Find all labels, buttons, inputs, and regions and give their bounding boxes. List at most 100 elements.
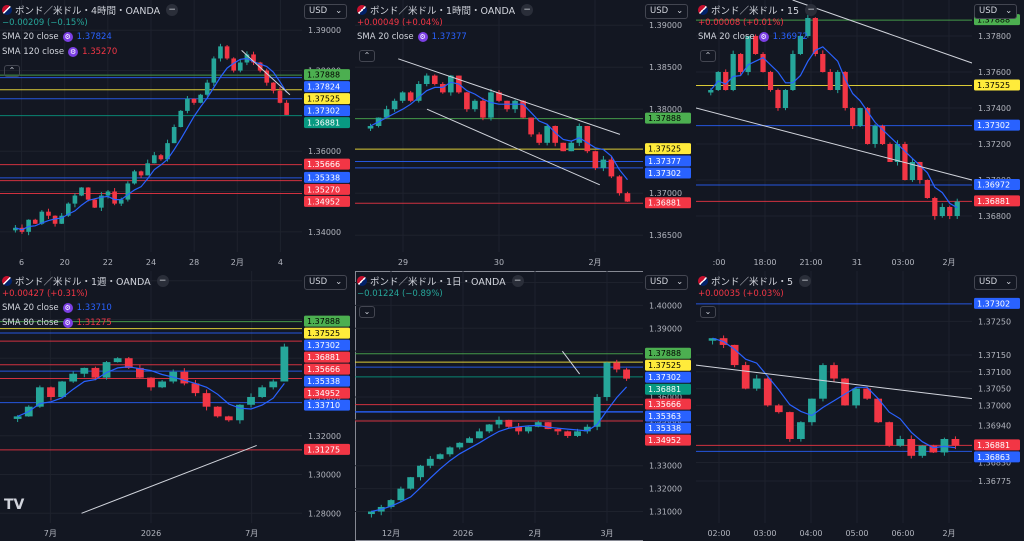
chart-title: ポンド／米ドル・5− — [698, 274, 812, 288]
candle-body — [165, 143, 170, 160]
y-tick-label: 1.38500 — [649, 63, 682, 72]
indicator-legend[interactable]: SMA 120 close ⚙ 1.35270 — [2, 47, 117, 57]
sma-line — [712, 337, 956, 449]
currency-select[interactable]: USD ⌄ — [974, 275, 1018, 290]
candle-body — [583, 426, 591, 432]
candle-body — [407, 92, 414, 101]
legend-toggle-button[interactable]: ⌃ — [4, 65, 20, 77]
chart-panel-p6[interactable]: 02:00 03:00 04:00 05:00 06:00 2月 1.37250 1.3715… — [696, 271, 1024, 541]
minimize-icon[interactable]: − — [799, 275, 812, 287]
chart-canvas[interactable]: 7月20267月1.400001.380001.360001.340001.32… — [0, 271, 354, 541]
indicator-settings-icon[interactable]: ⚙ — [758, 32, 769, 42]
chart-canvas[interactable]: 29 30 2月 1.39000 1.38500 1.38000 1.37000 1.3650… — [355, 0, 695, 270]
price-level-badge — [645, 143, 691, 155]
y-tick-label: 1.36775 — [978, 477, 1011, 486]
currency-value: USD — [979, 277, 998, 287]
candle-body — [534, 422, 542, 427]
price-level-label: 1.37888 — [648, 114, 681, 123]
candle-body — [730, 344, 739, 366]
indicator-label: SMA 120 close — [2, 47, 65, 57]
candle-body — [872, 126, 878, 144]
candle-body — [423, 75, 430, 84]
candle-body — [397, 488, 405, 501]
minimize-icon[interactable]: − — [521, 4, 534, 16]
candle-body — [496, 92, 502, 101]
price-level-label: 1.36881 — [307, 119, 340, 128]
candle-body — [568, 142, 575, 152]
candle-body — [35, 387, 44, 407]
indicator-settings-icon[interactable]: ⚙ — [62, 303, 73, 313]
indicator-settings-icon[interactable]: ⚙ — [62, 318, 73, 328]
price-level-label: 1.37302 — [977, 121, 1010, 130]
price-axis — [972, 271, 1024, 541]
price-level-badge — [645, 359, 691, 371]
price-level-badge — [645, 167, 691, 179]
price-level-badge — [304, 158, 350, 170]
candle-body — [797, 36, 804, 54]
price-level-badge — [645, 422, 691, 434]
minimize-icon[interactable]: − — [156, 275, 169, 287]
currency-select[interactable]: USD ⌄ — [645, 4, 689, 19]
candle-body — [46, 211, 51, 216]
currency-select[interactable]: USD ⌄ — [304, 275, 348, 290]
candle-body — [760, 54, 766, 72]
tradingview-logo-icon[interactable]: TV — [4, 497, 25, 513]
price-level-badge — [645, 398, 691, 410]
indicator-label: SMA 20 close — [357, 32, 414, 42]
y-tick-label: 1.32000 — [649, 485, 682, 494]
chart-panel-p5[interactable]: 12月20262月3月1.410001.400001.390001.380001… — [355, 271, 695, 541]
candle-body — [745, 36, 751, 72]
indicator-label: SMA 20 close — [2, 303, 59, 313]
candle-body — [608, 159, 615, 177]
chart-canvas[interactable]: :00 18:00 21:00 31 03:00 2月 1.37800 1.37600 1.37… — [696, 0, 1024, 270]
currency-value: USD — [650, 6, 669, 16]
legend-toggle-button[interactable]: ⌃ — [700, 50, 716, 62]
chart-canvas[interactable]: 6202224282月41.390001.380001.360001.35000… — [0, 0, 354, 270]
candle-body — [842, 72, 848, 108]
indicator-legend[interactable]: SMA 20 close ⚙ 1.37824 — [2, 32, 112, 42]
candle-body — [918, 445, 927, 456]
candle-body — [218, 46, 223, 59]
indicator-legend[interactable]: SMA 20 close ⚙ 1.37377 — [357, 32, 467, 42]
chart-canvas[interactable]: 02:00 03:00 04:00 05:00 06:00 2月 1.37250 1.3715… — [696, 271, 1024, 541]
candle-body — [456, 442, 464, 448]
minimize-icon[interactable]: − — [166, 4, 179, 16]
minimize-icon[interactable]: − — [511, 275, 524, 287]
gbp-usd-flag-icon — [698, 276, 708, 286]
chart-canvas[interactable]: 12月20262月3月1.410001.400001.390001.380001… — [355, 271, 695, 541]
chart-panel-p4[interactable]: 7月20267月1.400001.380001.360001.340001.32… — [0, 271, 354, 541]
candle-body — [32, 219, 38, 224]
candle-body — [624, 193, 631, 202]
minimize-icon[interactable]: − — [805, 4, 818, 16]
candle-body — [812, 18, 818, 54]
currency-select[interactable]: USD ⌄ — [304, 4, 348, 19]
candle-body — [879, 126, 886, 144]
gbp-usd-flag-icon — [2, 5, 12, 15]
price-level-label: 1.37888 — [977, 16, 1010, 25]
indicator-legend[interactable]: SMA 80 close ⚙ 1.31275 — [2, 318, 112, 328]
indicator-legend[interactable]: SMA 20 close ⚙ 1.36972 — [698, 32, 808, 42]
chart-panel-p2[interactable]: 29 30 2月 1.39000 1.38500 1.38000 1.37000 1.3650… — [355, 0, 695, 270]
x-tick-label: 20 — [60, 258, 70, 267]
candle-body — [797, 422, 805, 439]
price-level-label: 1.31275 — [307, 445, 340, 454]
legend-toggle-button[interactable]: ⌃ — [359, 50, 375, 62]
price-level-label: 1.36881 — [307, 353, 340, 362]
chart-panel-p3[interactable]: :00 18:00 21:00 31 03:00 2月 1.37800 1.37600 1.37… — [696, 0, 1024, 270]
indicator-settings-icon[interactable]: ⚙ — [62, 32, 73, 42]
candle-body — [39, 211, 45, 224]
candle-body — [383, 109, 390, 118]
indicator-settings-icon[interactable]: ⚙ — [68, 47, 79, 57]
price-level-badge — [974, 179, 1020, 191]
currency-select[interactable]: USD ⌄ — [974, 4, 1018, 19]
indicator-settings-icon[interactable]: ⚙ — [417, 32, 428, 42]
candle-body — [909, 162, 916, 180]
chart-panel-p1[interactable]: 6202224282月41.390001.380001.360001.35000… — [0, 0, 354, 270]
indicator-legend[interactable]: SMA 20 close ⚙ 1.33710 — [2, 303, 112, 313]
trend-line — [81, 444, 257, 514]
currency-select[interactable]: USD ⌄ — [645, 275, 689, 290]
price-level-badge — [974, 297, 1020, 309]
y-tick-label: 1.31000 — [649, 508, 682, 517]
legend-toggle-button[interactable]: ⌄ — [700, 306, 716, 318]
legend-toggle-button[interactable]: ⌄ — [359, 306, 375, 318]
